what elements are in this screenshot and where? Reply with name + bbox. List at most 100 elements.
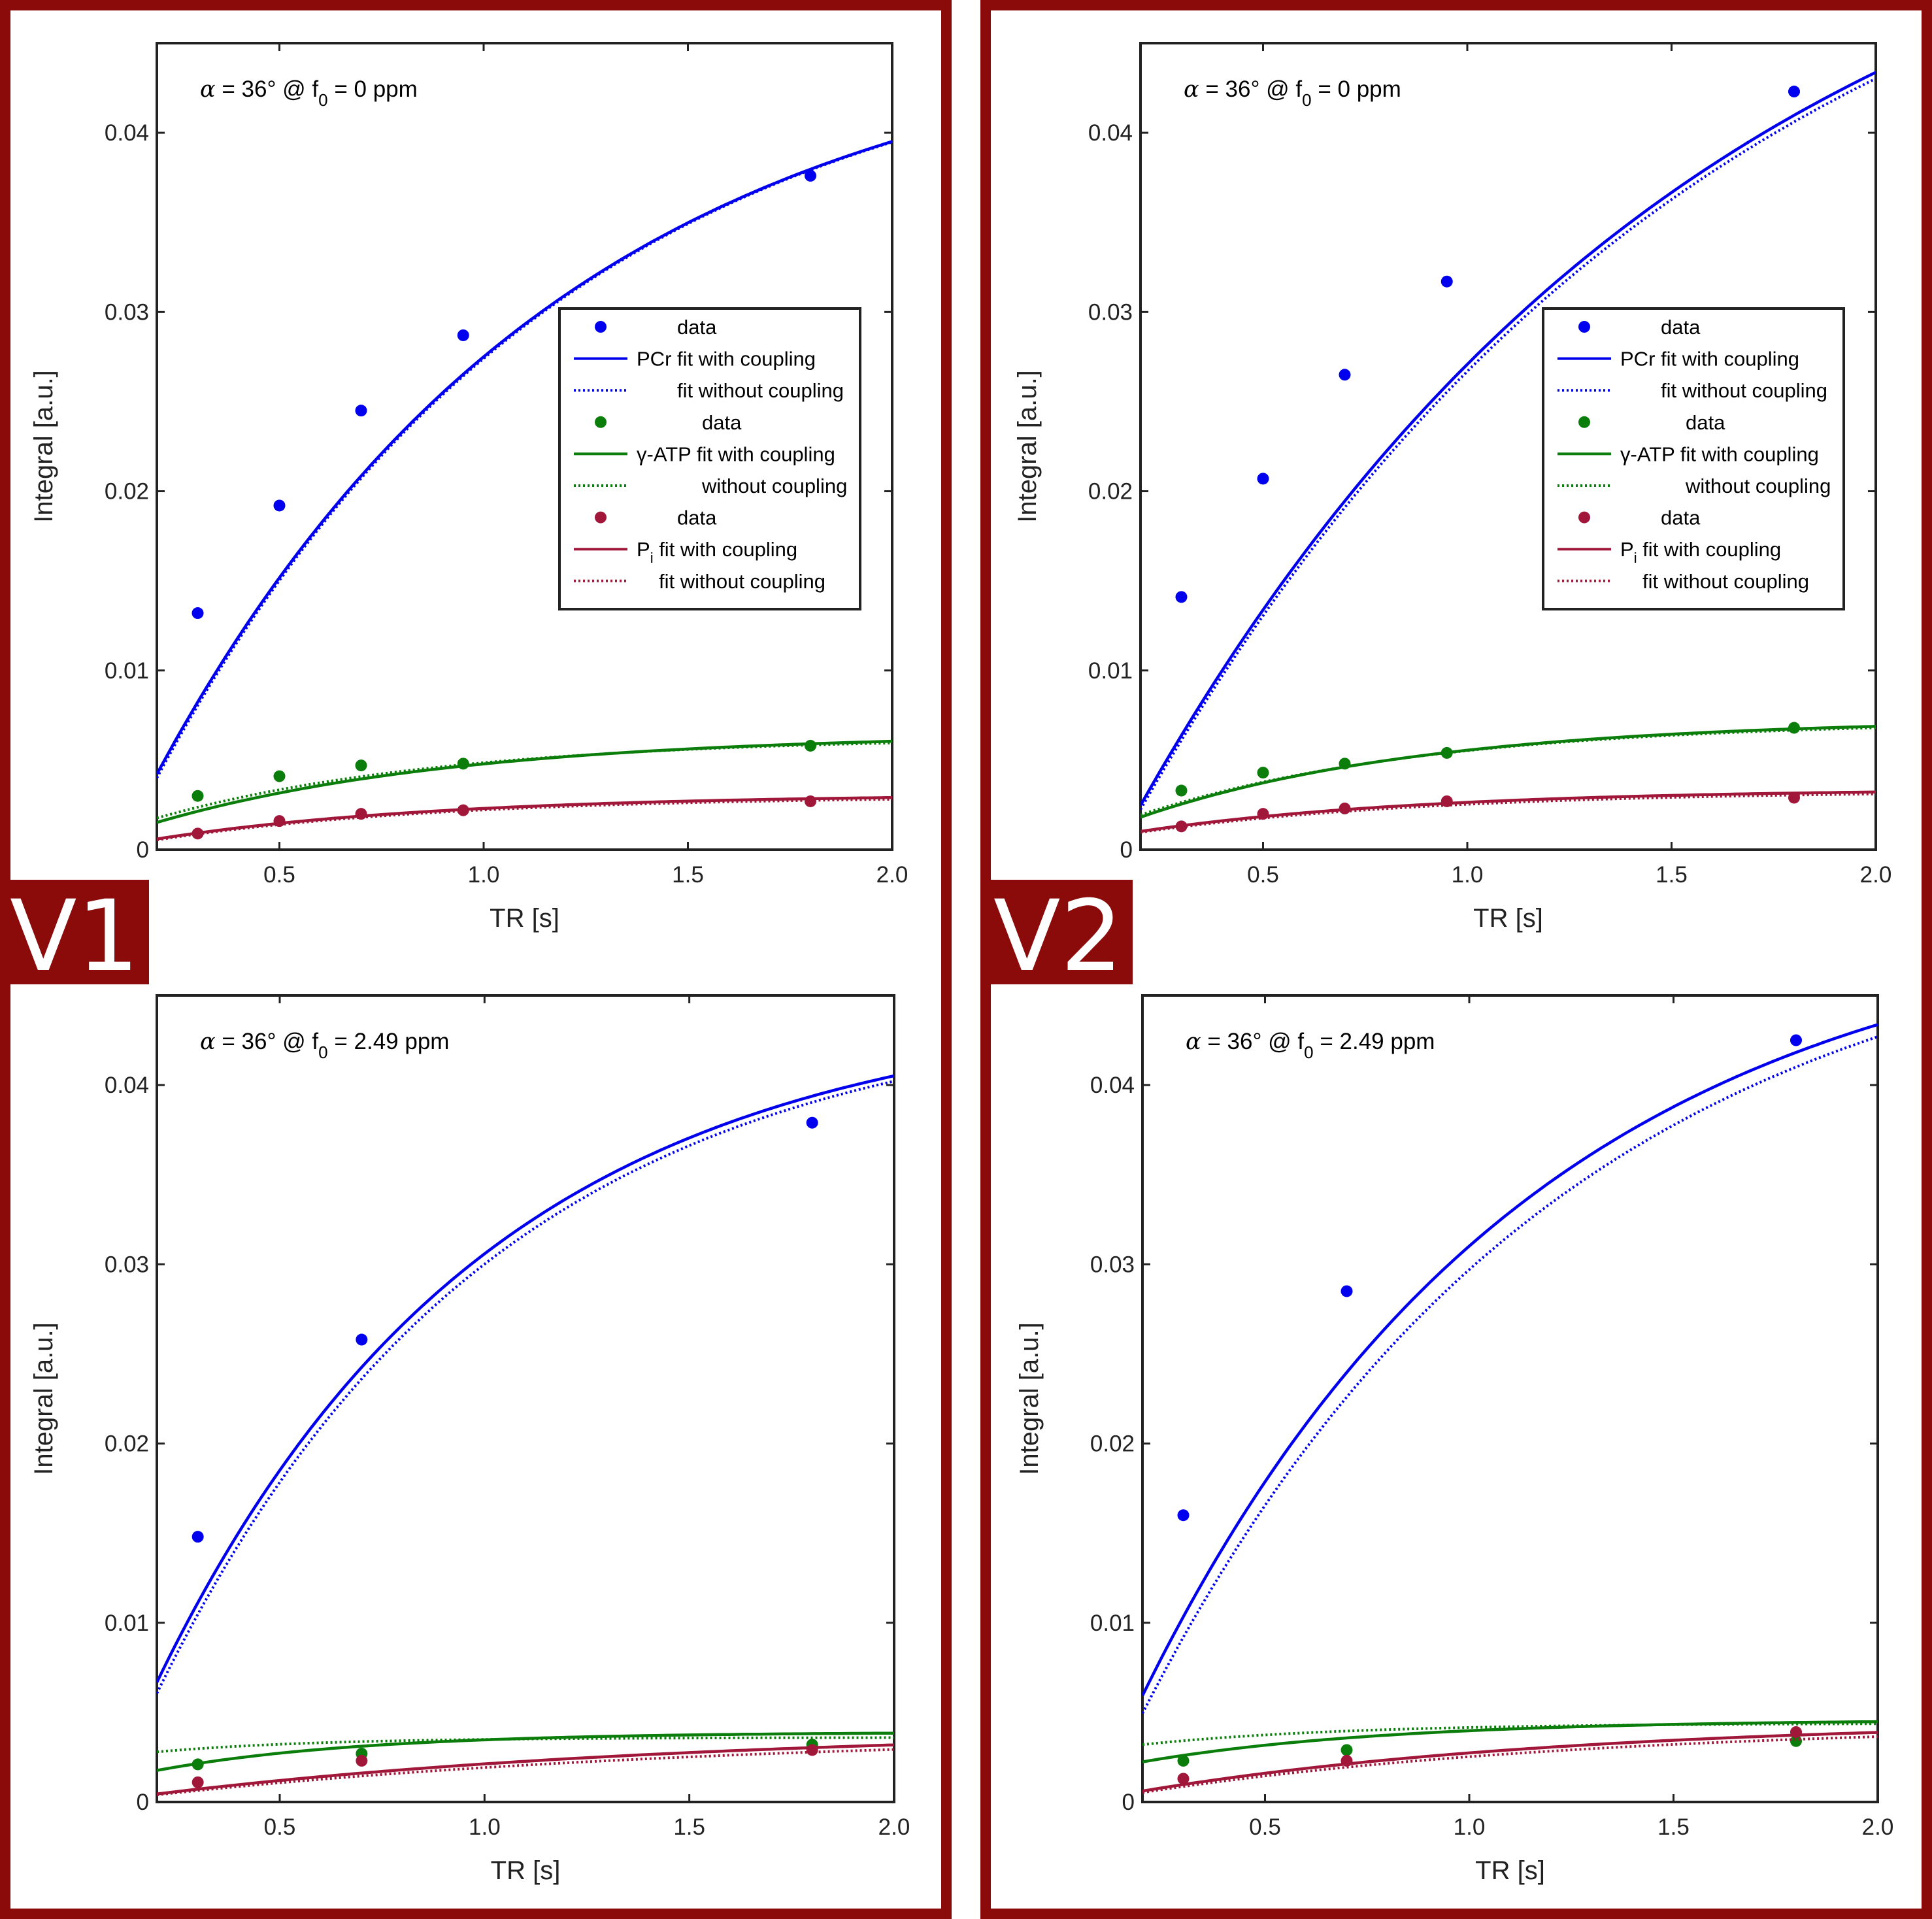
pi-data-point	[1441, 795, 1453, 807]
y-tick-label: 0	[137, 837, 149, 863]
pcr-fit-with-coupling-line	[1141, 71, 1876, 807]
legend-atp-nofit-label: without coupling	[1685, 475, 1831, 497]
pcr-data-point	[806, 1116, 818, 1129]
legend-pcr-nofit-label: fit without coupling	[677, 379, 844, 402]
pi-fit-without-coupling-line	[157, 797, 892, 842]
y-tick-label: 0	[1120, 837, 1133, 863]
x-tick-label: 2.0	[1862, 1814, 1894, 1840]
y-tick-label: 0.02	[105, 1431, 149, 1457]
plot-axes-box	[156, 42, 893, 851]
pcr-fit-without-coupling-line	[1141, 77, 1876, 810]
pi-data-point	[1257, 808, 1269, 820]
legend-pi-subscript: i	[650, 550, 654, 566]
legend-pcr-fit-label: PCr fit with coupling	[1620, 348, 1799, 371]
pi-data-point	[355, 808, 367, 820]
pcr-data-point	[1441, 275, 1453, 288]
y-tick-label: 0.02	[1090, 1431, 1135, 1457]
x-axis-title: TR [s]	[1473, 904, 1543, 933]
legend-atp-data-marker	[595, 416, 607, 428]
legend-pi-fit-label: Pi fit with coupling	[637, 538, 797, 566]
legend-pi-fit-text: fit with coupling	[1637, 538, 1782, 561]
atp-fit-without-coupling-line	[157, 1736, 894, 1754]
annotation-text-end: = 0 ppm	[1312, 76, 1401, 102]
legend-atp-fit-label: γ-ATP fit with coupling	[637, 442, 835, 465]
x-tick-label: 2.0	[878, 1814, 910, 1840]
legend-pcr-data-label: data	[677, 316, 717, 339]
atp-data-point	[457, 758, 469, 770]
annotation-alpha: α	[200, 1029, 216, 1055]
pi-data-point	[192, 827, 204, 840]
x-tick-label: 1.0	[469, 1814, 501, 1840]
y-tick-label: 0.04	[105, 120, 149, 146]
y-tick-label: 0	[1122, 1790, 1135, 1815]
plot-axes-box	[156, 994, 895, 1803]
legend-pi-data-marker	[595, 511, 607, 524]
legend: data PCr fit with coupling fit without cou…	[1542, 307, 1845, 610]
x-tick-label: 0.5	[1247, 862, 1279, 888]
annotation-subscript: 0	[318, 90, 327, 110]
pi-fit-without-coupling-line	[157, 1748, 894, 1797]
y-axis-title: Integral [a.u.]	[29, 370, 58, 522]
y-tick-label: 0.01	[1088, 658, 1133, 684]
legend-pi-prefix: P	[1620, 538, 1634, 561]
x-axis-title: TR [s]	[1475, 1856, 1545, 1885]
legend-pcr-fit-label: PCr fit with coupling	[637, 348, 816, 371]
pi-data-point	[457, 804, 469, 816]
pcr-data-point	[1790, 1034, 1802, 1046]
x-tick-label: 1.5	[1656, 862, 1688, 888]
pcr-data-point	[1788, 86, 1800, 98]
pcr-fit-with-coupling-line	[157, 140, 892, 775]
x-tick-label: 1.0	[1454, 1814, 1486, 1840]
legend-atp-fit-label: γ-ATP fit with coupling	[1620, 442, 1819, 465]
plot-axes-box	[1141, 994, 1879, 1803]
pcr-data-point	[356, 1333, 368, 1346]
annotation-alpha: α	[1186, 1029, 1201, 1055]
pcr-data-point	[1339, 369, 1351, 381]
chart-v1-bottom: 0.5 1.0 1.5 2.0 0 0.01 0.02 0.03 0.04 TR [s] Integ…	[29, 994, 910, 1885]
atp-data-point	[192, 1758, 204, 1771]
annotation-alpha: α	[200, 76, 216, 103]
annotation-text-end: = 2.49 ppm	[1314, 1029, 1435, 1054]
plot-axes-box	[1139, 42, 1877, 851]
pcr-fit-with-coupling-line	[157, 1074, 894, 1683]
flip-angle-annotation: α = 36° @ f0 = 2.49 ppm	[1186, 1029, 1435, 1062]
pi-data-point	[192, 1776, 204, 1788]
atp-data-point	[805, 739, 816, 752]
atp-data-point	[1441, 746, 1453, 759]
legend-atp-data-marker	[1578, 416, 1590, 428]
atp-data-point	[273, 770, 286, 782]
pcr-data-point	[457, 329, 469, 341]
pcr-fit-without-coupling-line	[157, 1080, 894, 1694]
x-tick-label: 1.5	[1657, 1814, 1690, 1840]
x-tick-label: 1.0	[468, 862, 500, 888]
pcr-data-point	[192, 607, 204, 620]
pi-data-point	[356, 1754, 368, 1767]
pcr-data-point	[355, 405, 367, 417]
flip-angle-annotation: α = 36° @ f0 = 2.49 ppm	[200, 1029, 449, 1062]
pcr-fit-with-coupling-line	[1142, 1023, 1878, 1697]
atp-data-point	[1341, 1744, 1353, 1756]
legend-pi-prefix: P	[637, 538, 650, 561]
legend-pi-data-label: data	[677, 507, 717, 529]
y-tick-label: 0.03	[105, 1252, 149, 1277]
atp-fit-with-coupling-line	[1141, 725, 1876, 819]
pi-fit-without-coupling-line	[1142, 1735, 1878, 1794]
legend-atp-data-label: data	[702, 411, 742, 434]
pi-data-point	[1341, 1754, 1353, 1767]
legend-pcr-nofit-label: fit without coupling	[1661, 379, 1827, 402]
x-axis-title: TR [s]	[490, 904, 559, 933]
pi-fit-without-coupling-line	[1141, 792, 1876, 834]
legend: data PCr fit with coupling fit without cou…	[558, 307, 861, 610]
flip-angle-annotation: α = 36° @ f0 = 0 ppm	[1184, 76, 1401, 110]
pcr-data-point	[273, 499, 286, 512]
pi-fit-with-coupling-line	[1141, 790, 1876, 833]
x-tick-label: 1.5	[673, 1814, 705, 1840]
pi-data-point	[805, 795, 816, 807]
y-tick-label: 0.02	[1088, 479, 1133, 505]
y-tick-label: 0	[137, 1790, 149, 1815]
y-tick-label: 0.01	[105, 658, 149, 684]
legend-pi-fit-text: fit with coupling	[654, 538, 798, 561]
flip-angle-annotation: α = 36° @ f0 = 0 ppm	[200, 76, 418, 110]
atp-data-point	[1788, 722, 1800, 734]
x-tick-label: 0.5	[263, 862, 295, 888]
